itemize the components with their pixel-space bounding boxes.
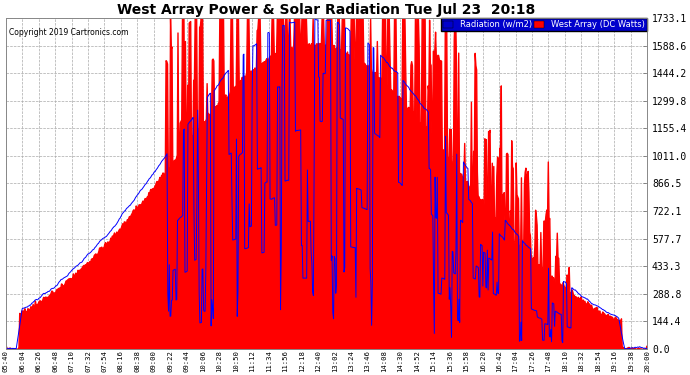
Title: West Array Power & Solar Radiation Tue Jul 23  20:18: West Array Power & Solar Radiation Tue J…	[117, 3, 535, 17]
Legend: Radiation (w/m2), West Array (DC Watts): Radiation (w/m2), West Array (DC Watts)	[441, 18, 647, 31]
Text: Copyright 2019 Cartronics.com: Copyright 2019 Cartronics.com	[9, 28, 128, 37]
